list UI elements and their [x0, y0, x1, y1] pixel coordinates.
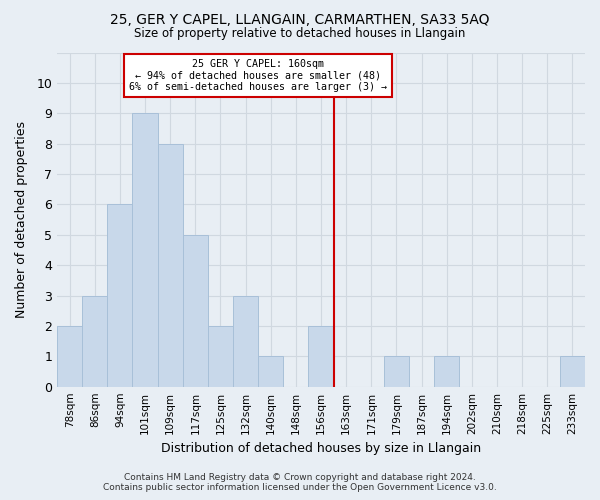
Bar — [384, 356, 409, 386]
Bar — [434, 356, 460, 386]
Bar — [233, 296, 258, 386]
Text: Size of property relative to detached houses in Llangain: Size of property relative to detached ho… — [134, 28, 466, 40]
Bar — [308, 326, 334, 386]
Bar — [158, 144, 183, 386]
Bar — [560, 356, 585, 386]
Text: 25 GER Y CAPEL: 160sqm
← 94% of detached houses are smaller (48)
6% of semi-deta: 25 GER Y CAPEL: 160sqm ← 94% of detached… — [129, 58, 387, 92]
X-axis label: Distribution of detached houses by size in Llangain: Distribution of detached houses by size … — [161, 442, 481, 455]
Bar — [208, 326, 233, 386]
Y-axis label: Number of detached properties: Number of detached properties — [15, 121, 28, 318]
Text: 25, GER Y CAPEL, LLANGAIN, CARMARTHEN, SA33 5AQ: 25, GER Y CAPEL, LLANGAIN, CARMARTHEN, S… — [110, 12, 490, 26]
Bar — [57, 326, 82, 386]
Bar — [258, 356, 283, 386]
Bar — [183, 235, 208, 386]
Bar — [133, 114, 158, 386]
Text: Contains HM Land Registry data © Crown copyright and database right 2024.
Contai: Contains HM Land Registry data © Crown c… — [103, 473, 497, 492]
Bar — [107, 204, 133, 386]
Bar — [82, 296, 107, 386]
